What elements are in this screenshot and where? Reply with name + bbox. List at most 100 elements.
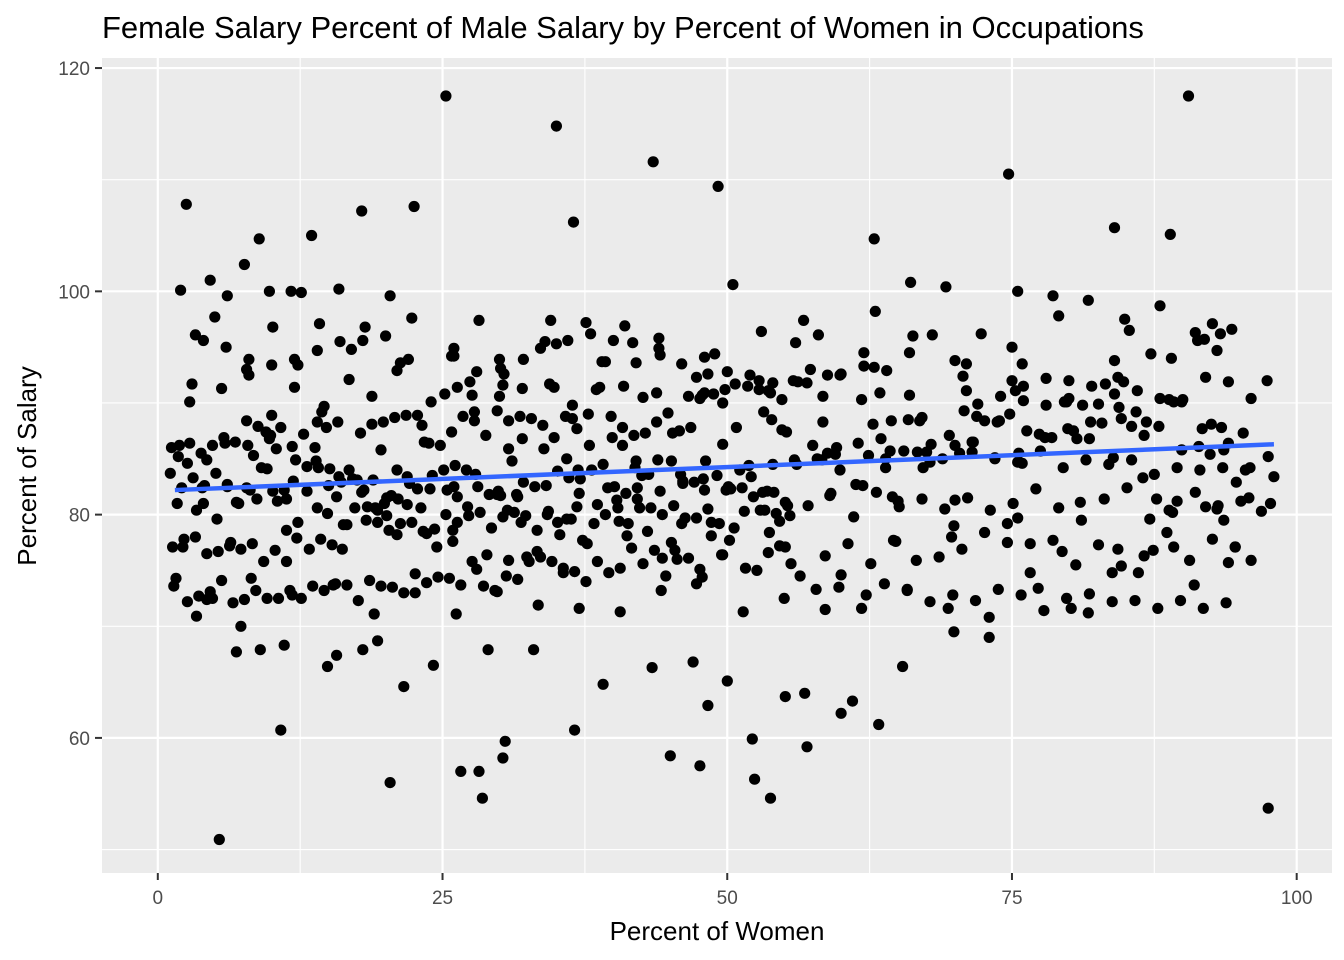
data-point [451,381,463,393]
data-point [523,555,535,568]
data-point [311,344,323,357]
data-point [664,750,676,762]
data-point [391,464,403,476]
data-point [605,410,617,422]
data-point [1092,539,1105,551]
data-point [698,484,711,496]
data-point [245,572,257,584]
x-tick-label: 25 [432,888,453,909]
data-point [1200,501,1212,513]
data-point [869,305,881,317]
data-point [1168,541,1180,553]
data-point [730,421,743,434]
data-point [301,461,313,473]
data-point [856,394,868,406]
data-point [880,462,892,474]
data-point [1063,375,1075,387]
data-point [665,536,678,549]
data-point [1212,500,1224,512]
data-point [682,552,695,564]
data-point [1189,486,1201,498]
data-point [916,411,928,424]
data-point [1245,554,1257,567]
data-point [270,443,282,455]
data-point [656,508,668,521]
data-point [817,416,829,428]
data-point [531,524,543,536]
data-point [709,348,721,360]
data-point [594,381,606,393]
data-point [499,735,511,747]
data-point [451,516,463,529]
data-point [303,543,315,555]
data-point [483,488,495,501]
data-point [1083,433,1095,445]
data-point [656,552,668,564]
data-point [288,381,301,393]
data-point [481,549,493,561]
data-point [1218,514,1230,526]
data-point [366,418,378,430]
data-point [762,547,774,559]
data-point [1171,462,1183,474]
data-point [1235,495,1247,507]
data-point [243,353,255,365]
data-point [266,359,278,371]
data-point [717,397,729,409]
data-point [431,541,443,553]
data-point [569,566,581,578]
data-point [1230,476,1242,488]
data-point [979,415,991,427]
data-point [1071,433,1083,445]
data-point [345,343,357,355]
data-point [1006,375,1018,387]
x-axis-title: Percent of Women [610,916,825,946]
data-point [377,416,389,428]
data-point [1196,423,1208,435]
data-point [807,439,819,451]
data-point [729,378,741,390]
data-point [804,363,817,376]
data-point [991,416,1003,428]
data-point [329,578,342,590]
data-point [425,396,437,408]
data-point [742,380,754,392]
data-point [620,487,632,499]
data-point [850,478,862,491]
data-point [865,558,877,570]
data-point [835,368,847,380]
data-point [252,420,264,432]
data-point [565,513,577,525]
data-point [211,513,223,525]
data-point [1017,380,1029,392]
data-point [1154,392,1166,405]
data-point [290,454,302,466]
data-point [940,281,952,293]
data-point [480,429,492,441]
data-point [495,490,507,502]
data-point [457,410,469,422]
data-point [224,540,236,552]
data-point [1038,605,1050,617]
data-point [802,500,814,512]
data-point [408,200,420,213]
data-point [749,773,761,785]
data-point [1198,333,1210,345]
data-point [1211,344,1223,357]
data-point [1001,518,1014,530]
data-point [1184,554,1196,567]
data-point [474,506,486,518]
data-point [341,579,353,591]
data-point [213,833,225,846]
data-point [497,511,509,523]
data-point [939,503,951,515]
data-point [238,258,250,271]
data-point [258,555,270,568]
data-point [311,416,323,428]
data-point [1099,378,1111,390]
data-point [288,353,301,365]
data-point [957,370,969,382]
data-point [711,469,723,482]
data-point [315,533,327,545]
data-point [464,376,476,388]
